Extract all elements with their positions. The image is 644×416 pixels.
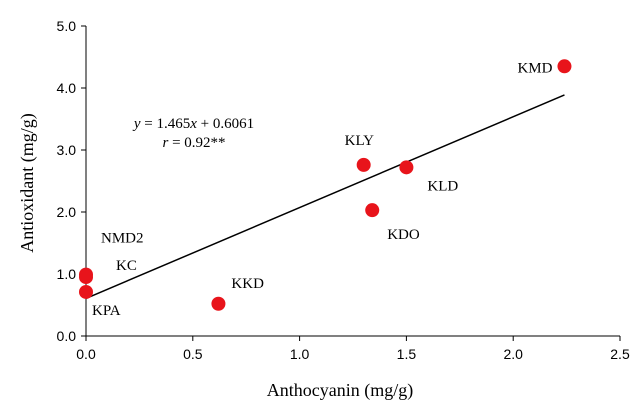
x-tick-label: 2.5	[610, 346, 630, 362]
y-tick-label: 3.0	[57, 142, 77, 158]
y-tick-label: 4.0	[57, 80, 77, 96]
point-label-kkd: KKD	[231, 276, 264, 292]
x-axis-title: Anthocyanin (mg/g)	[267, 380, 413, 401]
data-point-kdo	[365, 203, 380, 218]
x-tick-label: 1.5	[397, 346, 417, 362]
point-label-kpa: KPA	[92, 303, 121, 319]
data-point-kld	[399, 160, 414, 175]
data-point-kmd	[557, 59, 572, 74]
y-axis-title: Antioxidant (mg/g)	[17, 113, 38, 252]
data-point-kpa	[79, 284, 93, 299]
y-tick-label: 2.0	[57, 204, 77, 220]
y-ticks: 0.0 1.0 2.0 3.0 4.0 5.0	[57, 18, 86, 344]
point-label-kmd: KMD	[517, 60, 552, 76]
x-tick-label: 0.0	[76, 346, 96, 362]
point-labels: KMD KLY KLD KDO KKD NMD2 KC KPA	[92, 60, 553, 319]
y-tick-label: 0.0	[57, 328, 77, 344]
axes	[85, 26, 620, 337]
point-label-kly: KLY	[345, 133, 374, 149]
y-tick-label: 5.0	[57, 18, 77, 34]
regression-line	[85, 94, 565, 300]
x-tick-label: 1.0	[290, 346, 310, 362]
data-point-kly	[356, 157, 371, 172]
regression-equation: y = 1.465x + 0.6061	[132, 116, 254, 132]
correlation-coefficient: r = 0.92**	[162, 135, 225, 151]
data-point-kc	[79, 270, 93, 285]
point-label-kld: KLD	[427, 178, 458, 194]
point-label-nmd2: NMD2	[101, 231, 144, 247]
data-points	[79, 59, 572, 311]
y-tick-label: 1.0	[57, 266, 77, 282]
point-label-kc: KC	[116, 258, 137, 274]
x-tick-label: 0.5	[183, 346, 203, 362]
x-ticks: 0.0 0.5 1.0 1.5 2.0 2.5	[76, 336, 630, 362]
x-tick-label: 2.0	[503, 346, 523, 362]
trendline-group	[85, 94, 565, 300]
data-point-kkd	[211, 296, 226, 311]
point-label-kdo: KDO	[387, 227, 420, 243]
